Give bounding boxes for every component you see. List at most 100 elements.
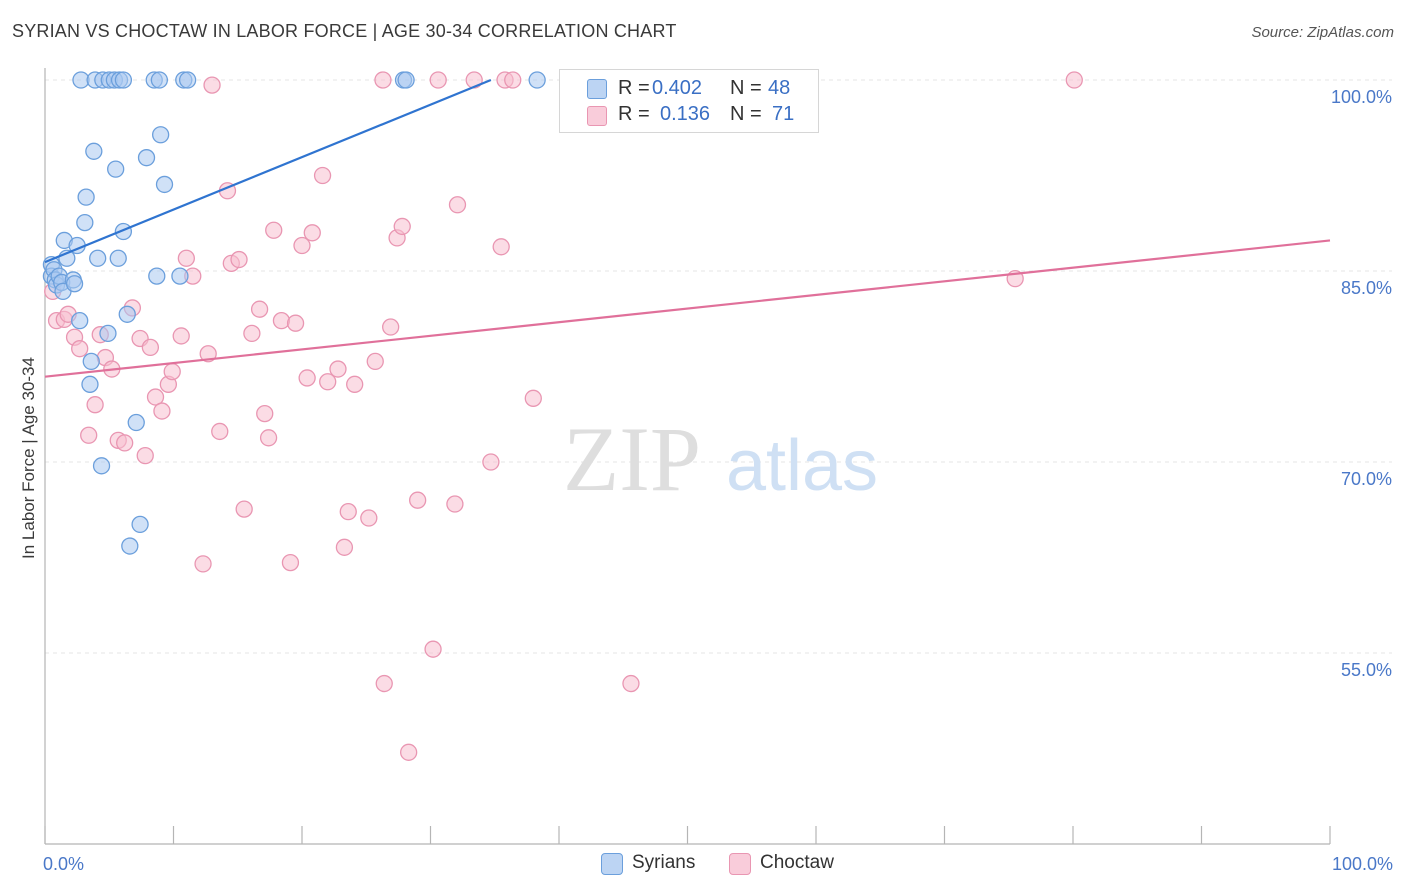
syrian-point	[109, 249, 127, 267]
syrians-swatch	[587, 79, 607, 99]
x-tick-label: 100.0%	[1332, 854, 1393, 874]
syrian-point	[85, 142, 103, 160]
choctaw-point	[250, 300, 269, 318]
choctaw-point	[71, 340, 89, 358]
syrian-point	[137, 149, 156, 167]
choctaw-point	[272, 312, 291, 330]
syrian-point	[121, 537, 139, 555]
bottom-choctaw-label: Choctaw	[760, 852, 834, 873]
watermark-zip: ZIP	[563, 408, 701, 510]
choctaw-point	[393, 217, 411, 236]
choctaw-point	[374, 71, 392, 89]
choctaw-n-label: N =	[730, 103, 762, 125]
x-tick-labels: 0.0% 100.0%	[43, 854, 1393, 874]
choctaw-point	[259, 429, 278, 447]
syrian-points	[42, 71, 546, 555]
choctaw-point	[335, 538, 354, 556]
y-tick-label: 70.0%	[1341, 469, 1392, 489]
choctaw-point	[524, 389, 542, 407]
y-tick-label: 55.0%	[1341, 660, 1392, 680]
choctaw-point	[319, 373, 337, 391]
y-tick-label: 100.0%	[1331, 87, 1392, 107]
choctaw-point	[230, 250, 248, 269]
syrian-point	[131, 515, 149, 534]
choctaw-point	[448, 196, 467, 214]
syrian-point	[118, 305, 136, 323]
legend-row-syrians: R = 0.402 N = 48	[560, 73, 818, 103]
syrian-point	[89, 249, 107, 267]
watermark-atlas: atlas	[726, 426, 878, 506]
choctaw-point	[492, 238, 510, 256]
choctaw-point	[298, 369, 316, 387]
choctaw-point	[146, 388, 165, 406]
syrian-point	[107, 160, 125, 178]
choctaw-point	[243, 324, 261, 343]
syrian-point	[92, 457, 111, 475]
syrian-point	[150, 71, 169, 89]
bottom-syrians-label: Syrians	[632, 852, 696, 873]
choctaw-point	[116, 434, 134, 452]
choctaw-point	[429, 71, 447, 89]
choctaw-point	[153, 402, 171, 420]
y-tick-label: 85.0%	[1341, 278, 1392, 298]
bottom-choctaw-swatch	[729, 853, 751, 875]
syrians-n-value: 48	[768, 77, 791, 99]
choctaw-point	[504, 71, 522, 89]
syrian-point	[76, 213, 94, 232]
syrians-r-label: R =	[618, 77, 650, 99]
choctaw-point	[366, 352, 384, 371]
choctaw-point	[339, 503, 357, 521]
syrian-point	[151, 126, 170, 144]
choctaw-point	[360, 509, 378, 527]
correlation-legend: R = 0.402 N = 48 R = 0.136 N = 71	[559, 69, 819, 133]
choctaw-point	[177, 249, 196, 267]
syrian-point	[397, 71, 415, 89]
choctaw-point	[199, 345, 217, 363]
choctaw-point	[329, 360, 347, 378]
axes	[44, 68, 1331, 845]
syrian-point	[155, 175, 174, 194]
choctaw-point	[256, 404, 274, 423]
syrian-point	[171, 267, 189, 285]
choctaw-point	[172, 327, 190, 345]
syrian-point	[528, 71, 546, 89]
choctaw-point	[235, 500, 253, 518]
syrians-r-value: 0.402	[652, 77, 703, 99]
choctaw-point	[375, 674, 393, 693]
syrian-point	[82, 352, 100, 371]
x-tick-label: 0.0%	[43, 854, 84, 874]
choctaw-point	[1065, 71, 1083, 89]
syrian-trend-line	[44, 78, 492, 264]
choctaw-point	[622, 674, 640, 693]
choctaw-point	[446, 495, 464, 513]
watermark: ZIP atlas	[563, 408, 878, 510]
choctaw-point	[303, 224, 321, 242]
syrian-point	[127, 413, 145, 432]
choctaw-point	[163, 362, 181, 381]
choctaw-point	[482, 453, 500, 471]
trend-lines	[44, 78, 1331, 378]
choctaw-point	[313, 166, 332, 185]
choctaw-point	[80, 426, 98, 444]
syrian-point	[99, 324, 117, 343]
choctaw-point	[346, 375, 364, 393]
choctaw-point	[194, 555, 212, 573]
legend-row-choctaw: R = 0.136 N = 71	[560, 100, 818, 130]
choctaw-point	[86, 396, 104, 414]
choctaw-point	[136, 446, 154, 465]
choctaw-point	[281, 553, 300, 572]
syrian-point	[77, 188, 95, 206]
choctaw-point	[141, 338, 160, 357]
gridlines	[45, 79, 1392, 654]
choctaw-point	[203, 76, 221, 94]
syrian-point	[65, 275, 84, 293]
choctaw-r-value: 0.136	[660, 103, 711, 125]
bottom-syrians-swatch	[601, 853, 623, 875]
choctaw-n-value: 71	[772, 103, 795, 125]
chart-title: SYRIAN VS CHOCTAW IN LABOR FORCE | AGE 3…	[12, 21, 677, 41]
choctaw-point	[408, 491, 427, 509]
choctaw-point	[211, 422, 229, 441]
choctaw-point	[265, 221, 283, 239]
choctaw-point	[382, 318, 400, 336]
